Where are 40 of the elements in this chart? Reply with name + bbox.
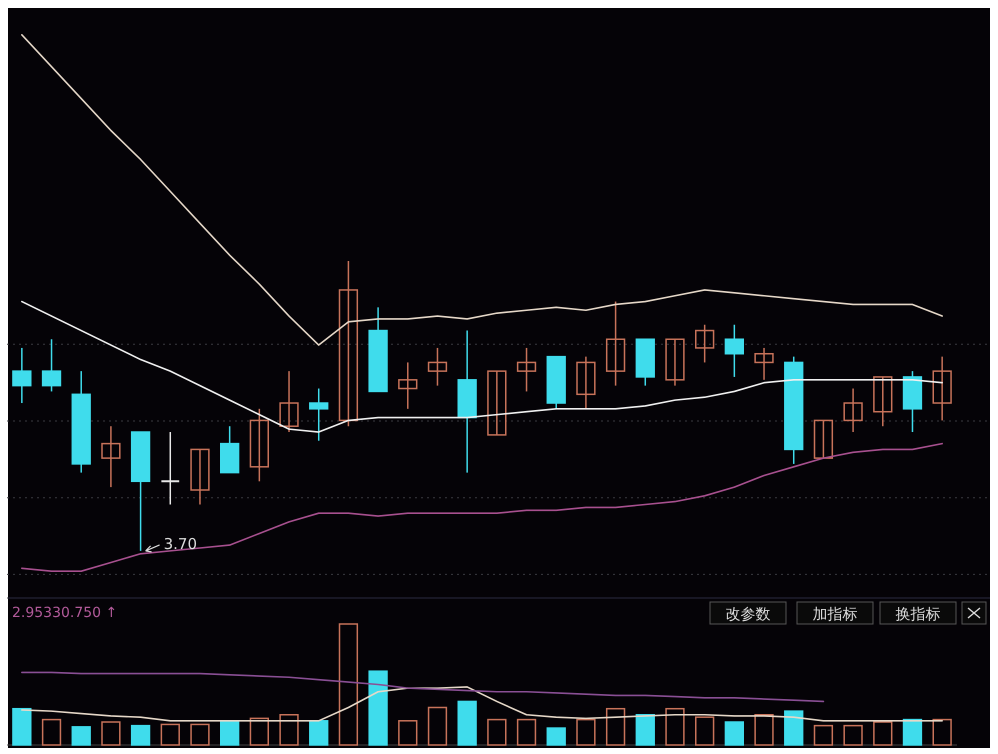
candlestick [724, 324, 744, 378]
candlestick [338, 260, 358, 427]
text: 2.95330.750 ↑ [12, 605, 118, 621]
candlestick [487, 370, 506, 436]
bar [636, 714, 655, 746]
candlestick [250, 408, 269, 482]
bar [784, 710, 804, 746]
text: 改参数 [726, 605, 770, 623]
candlestick [606, 300, 626, 386]
text: 换指标 [896, 605, 940, 623]
candlestick [843, 388, 863, 433]
bar [72, 726, 91, 746]
candlestick [42, 338, 62, 392]
candlestick [814, 420, 834, 459]
bar [12, 708, 32, 746]
candlestick [428, 347, 448, 386]
candlestick [12, 347, 32, 404]
annotation: 3.70 [164, 534, 197, 553]
candlestick [279, 370, 299, 433]
candlestick [309, 388, 328, 442]
candlestick [665, 338, 685, 386]
bar [902, 718, 922, 746]
bar [130, 724, 150, 746]
candlestick [516, 347, 536, 392]
bar [309, 720, 328, 746]
candlestick [190, 448, 210, 506]
candlestick [932, 356, 952, 422]
candlestick [160, 431, 180, 506]
bar [368, 670, 388, 746]
candlestick [398, 362, 418, 410]
text: 加指标 [812, 605, 858, 623]
candlestick [695, 324, 714, 364]
candlestick [101, 425, 121, 488]
bar [220, 721, 240, 746]
bar [546, 727, 566, 746]
candlestick [754, 347, 774, 381]
bar [724, 721, 744, 746]
bar [458, 700, 477, 746]
candlestick [873, 376, 892, 427]
candlestick [576, 356, 596, 410]
